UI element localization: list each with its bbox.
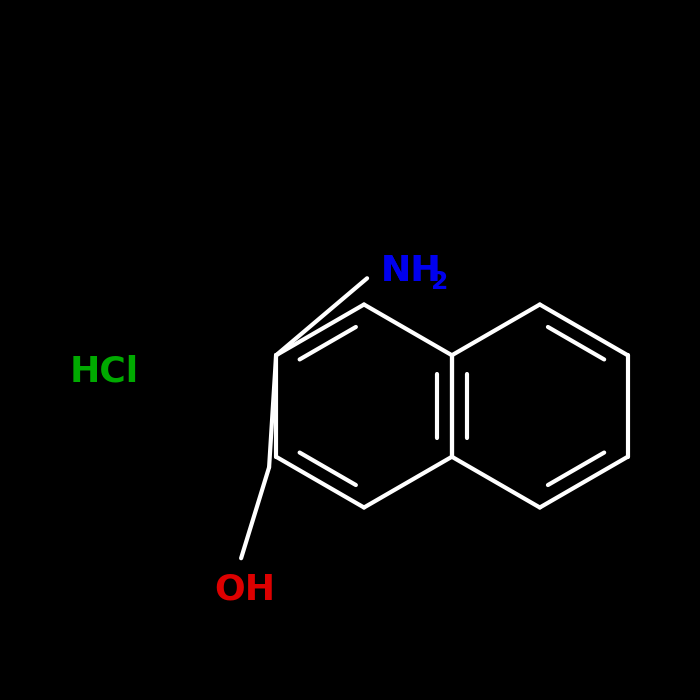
- Text: NH: NH: [381, 254, 442, 288]
- Text: HCl: HCl: [70, 354, 139, 388]
- Text: OH: OH: [214, 573, 275, 606]
- Text: NH: NH: [381, 254, 442, 288]
- Text: 2: 2: [431, 270, 449, 294]
